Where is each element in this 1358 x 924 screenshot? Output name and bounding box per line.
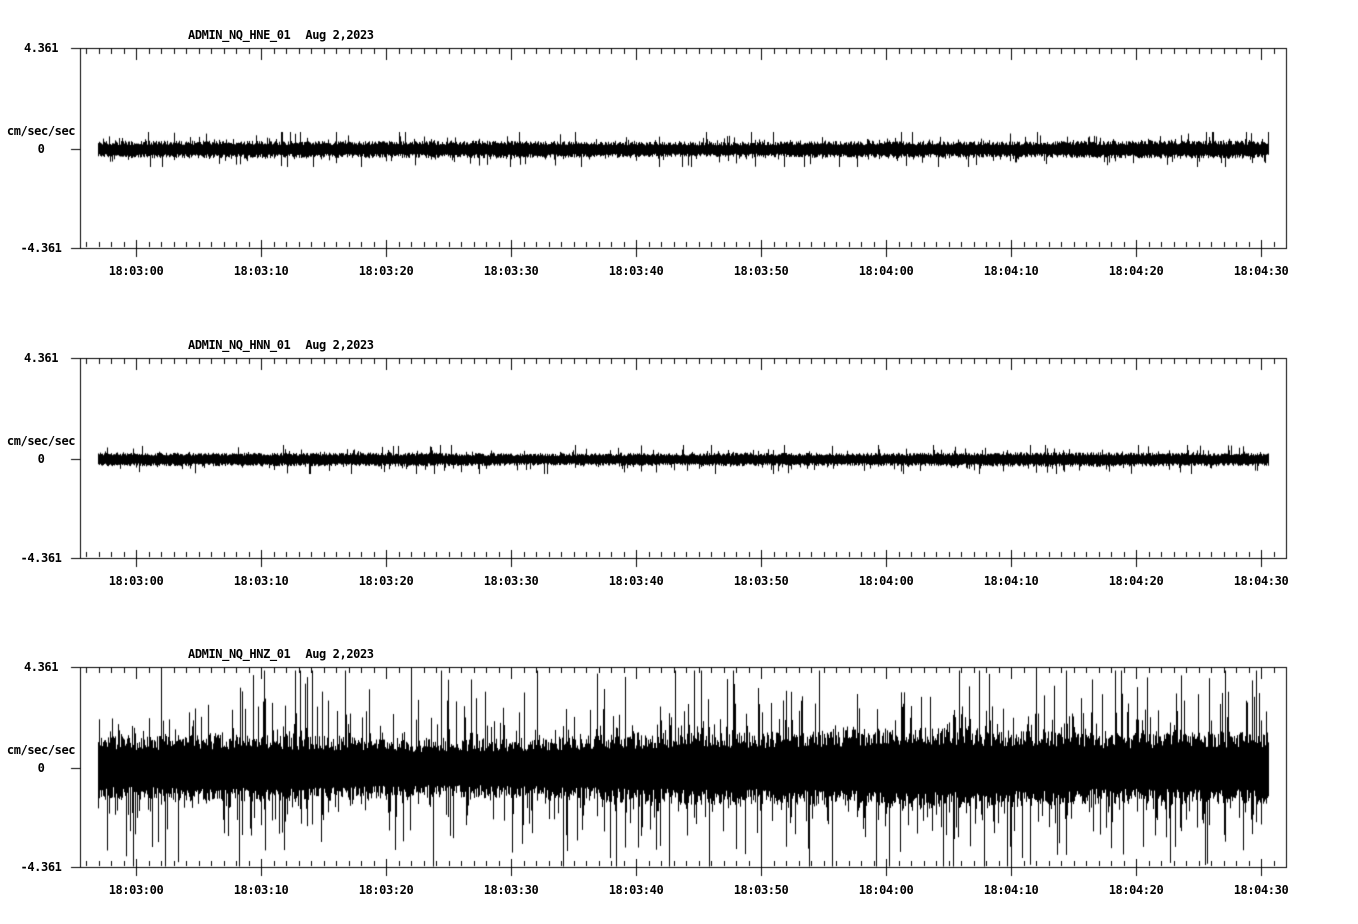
x-axis-tick-label: 18:03:50	[733, 574, 789, 588]
x-axis-tick-label: 18:04:30	[1233, 574, 1289, 588]
x-axis-tick-label: 18:03:50	[733, 883, 789, 897]
x-axis-tick-labels: 18:03:00 18:03:10 18:03:20 18:03:30 18:03:40…	[0, 883, 1358, 897]
station-channel-label: ADMIN_NQ_HNZ_01	[188, 647, 291, 661]
x-axis-tick-label: 18:03:10	[233, 264, 289, 278]
y-axis-zero-tick-label: 0	[37, 142, 45, 156]
x-axis-tick-label: 18:04:00	[858, 883, 914, 897]
panel-title: ADMIN_NQ_HNZ_01 Aug 2,2023	[188, 647, 374, 661]
x-axis-tick-labels: 18:03:00 18:03:10 18:03:20 18:03:30 18:03:40…	[0, 574, 1358, 588]
seismogram-panel-hnz: ADMIN_NQ_HNZ_01 Aug 2,2023 4.361 cm/sec/…	[0, 619, 1358, 924]
x-axis-tick-label: 18:03:00	[108, 574, 164, 588]
x-axis-tick-label: 18:04:10	[983, 264, 1039, 278]
x-axis-tick-label: 18:03:40	[608, 883, 664, 897]
y-axis-min-tick-label: -4.361	[20, 241, 62, 255]
x-axis-tick-label: 18:04:30	[1233, 883, 1289, 897]
x-axis-tick-label: 18:04:20	[1108, 574, 1164, 588]
x-axis-tick-label: 18:03:30	[483, 574, 539, 588]
seismogram-panel-hnn: ADMIN_NQ_HNN_01 Aug 2,2023 4.361 cm/sec/…	[0, 310, 1358, 620]
date-label: Aug 2,2023	[305, 28, 374, 42]
panel-title: ADMIN_NQ_HNE_01 Aug 2,2023	[188, 28, 374, 42]
x-axis-tick-label: 18:04:20	[1108, 264, 1164, 278]
x-axis-tick-label: 18:03:30	[483, 264, 539, 278]
y-axis-zero-tick-label: 0	[37, 761, 45, 775]
x-axis-tick-label: 18:04:30	[1233, 264, 1289, 278]
x-axis-tick-label: 18:04:10	[983, 574, 1039, 588]
x-axis-tick-label: 18:03:40	[608, 574, 664, 588]
date-label: Aug 2,2023	[305, 338, 374, 352]
x-axis-tick-label: 18:04:20	[1108, 883, 1164, 897]
y-axis-unit-label: cm/sec/sec	[6, 124, 76, 138]
x-axis-tick-label: 18:04:00	[858, 574, 914, 588]
x-axis-tick-label: 18:03:10	[233, 883, 289, 897]
x-axis-tick-label: 18:03:20	[358, 264, 414, 278]
date-label: Aug 2,2023	[305, 647, 374, 661]
x-axis-tick-label: 18:03:00	[108, 264, 164, 278]
y-axis-unit-label: cm/sec/sec	[6, 743, 76, 757]
x-axis-tick-label: 18:03:40	[608, 264, 664, 278]
y-axis-min-tick-label: -4.361	[20, 551, 62, 565]
x-axis-tick-label: 18:03:00	[108, 883, 164, 897]
y-axis-min-tick-label: -4.361	[20, 860, 62, 874]
station-channel-label: ADMIN_NQ_HNN_01	[188, 338, 291, 352]
y-axis-zero-tick-label: 0	[37, 452, 45, 466]
x-axis-tick-label: 18:03:20	[358, 574, 414, 588]
x-axis-tick-labels: 18:03:00 18:03:10 18:03:20 18:03:30 18:03:40…	[0, 264, 1358, 278]
x-axis-tick-label: 18:03:10	[233, 574, 289, 588]
y-axis-unit-label: cm/sec/sec	[6, 434, 76, 448]
x-axis-tick-label: 18:03:20	[358, 883, 414, 897]
panel-title: ADMIN_NQ_HNN_01 Aug 2,2023	[188, 338, 374, 352]
x-axis-tick-label: 18:03:30	[483, 883, 539, 897]
seismogram-panel-hne: ADMIN_NQ_HNE_01 Aug 2,2023 4.361 cm/sec/…	[0, 0, 1358, 310]
y-axis-max-tick-label: 4.361	[23, 41, 59, 55]
x-axis-tick-label: 18:04:10	[983, 883, 1039, 897]
station-channel-label: ADMIN_NQ_HNE_01	[188, 28, 291, 42]
y-axis-max-tick-label: 4.361	[23, 351, 59, 365]
x-axis-tick-label: 18:04:00	[858, 264, 914, 278]
y-axis-max-tick-label: 4.361	[23, 660, 59, 674]
x-axis-tick-label: 18:03:50	[733, 264, 789, 278]
